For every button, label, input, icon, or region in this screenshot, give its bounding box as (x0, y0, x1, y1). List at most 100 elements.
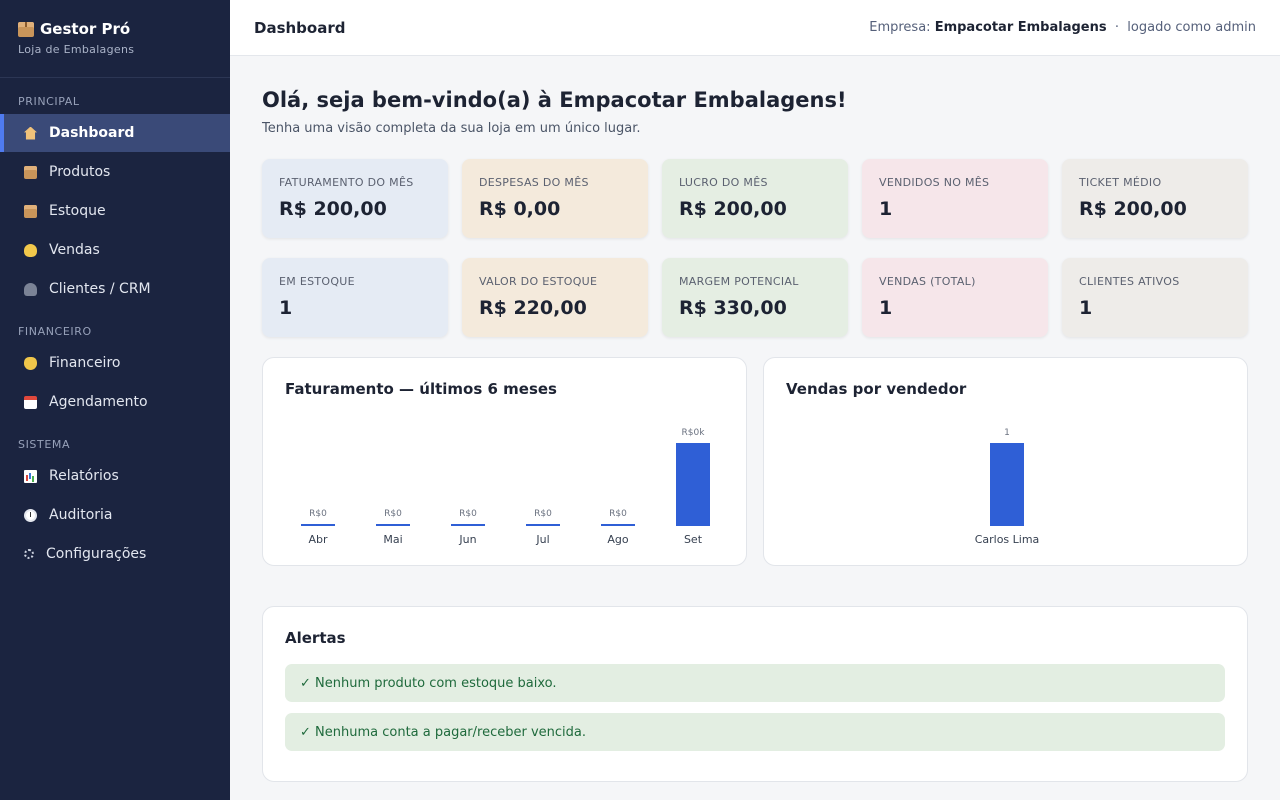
bar-abr (301, 524, 335, 526)
sidebar-item-produtos[interactable]: Produtos (0, 153, 230, 191)
kpi-value: R$ 200,00 (679, 198, 787, 220)
brand: Gestor Pró Loja de Embalagens (0, 0, 230, 78)
chart-title: Vendas por vendedor (786, 380, 967, 398)
clock-icon (24, 508, 37, 522)
chart-title: Faturamento — últimos 6 meses (285, 380, 557, 398)
company-name: Empacotar Embalagens (934, 20, 1107, 35)
section-principal: PRINCIPAL (18, 95, 80, 108)
revenue-chart: R$0 Abr R$0 Mai R$0 Jun R$0 Jul R$0 Ago R$0k Set (301, 428, 710, 546)
kpi-label: FATURAMENTO DO MÊS (279, 176, 414, 189)
box-icon (18, 21, 34, 37)
logged-user: logado como admin (1127, 20, 1256, 35)
alerts-title: Alertas (285, 629, 346, 647)
sidebar-item-estoque[interactable]: Estoque (0, 192, 230, 230)
kpi-value: R$ 220,00 (479, 297, 587, 319)
kpi-card-margem: MARGEM POTENCIAL R$ 330,00 (662, 258, 848, 337)
kpi-label: CLIENTES ATIVOS (1079, 275, 1180, 288)
welcome-title: Olá, seja bem-vindo(a) à Empacotar Embal… (262, 88, 847, 112)
sidebar-item-auditoria[interactable]: Auditoria (0, 496, 230, 534)
bar-carlos-lima (990, 443, 1024, 526)
kpi-label: TICKET MÉDIO (1079, 176, 1162, 189)
kpi-value: R$ 200,00 (1079, 198, 1187, 220)
kpi-value: 1 (879, 198, 893, 220)
sidebar-item-financeiro[interactable]: Financeiro (0, 344, 230, 382)
kpi-label: VENDIDOS NO MÊS (879, 176, 990, 189)
sidebar-item-relatorios[interactable]: Relatórios (0, 457, 230, 495)
data-label: R$0k (682, 428, 706, 438)
kpi-card-ticket: TICKET MÉDIO R$ 200,00 (1062, 159, 1248, 238)
x-tick-label: Carlos Lima (975, 533, 1040, 546)
kpi-value: R$ 200,00 (279, 198, 387, 220)
revenue-chart-panel: Faturamento — últimos 6 meses R$0 Abr R$0 M… (262, 357, 747, 566)
welcome-subtitle: Tenha uma visão completa da sua loja em … (262, 121, 641, 136)
data-label: R$0 (534, 509, 552, 519)
sidebar-item-label: Agendamento (49, 394, 148, 410)
sidebar-item-agendamento[interactable]: Agendamento (0, 383, 230, 421)
section-sistema: SISTEMA (18, 438, 71, 451)
money-bag-icon (24, 356, 37, 370)
kpi-value: R$ 0,00 (479, 198, 561, 220)
kpi-label: LUCRO DO MÊS (679, 176, 768, 189)
data-label: R$0 (459, 509, 477, 519)
data-label: 1 (1004, 428, 1010, 438)
kpi-card-vendas-total: VENDAS (TOTAL) 1 (862, 258, 1048, 337)
x-tick-label: Jul (535, 533, 549, 546)
handshake-icon (24, 243, 37, 257)
x-tick-label: Ago (607, 533, 629, 546)
section-financeiro: FINANCEIRO (18, 325, 92, 338)
x-tick-label: Abr (308, 533, 328, 546)
sidebar-item-label: Auditoria (49, 507, 113, 523)
data-label: R$0 (384, 509, 402, 519)
header-info: Empresa: Empacotar Embalagens · logado c… (869, 20, 1256, 35)
sidebar-item-label: Estoque (49, 203, 106, 219)
calendar-icon (24, 395, 37, 409)
x-tick-label: Mai (383, 533, 402, 546)
alert-low-stock: ✓ Nenhum produto com estoque baixo. (285, 664, 1225, 702)
brand-title-row: Gestor Pró (18, 20, 212, 38)
app-name: Gestor Pró (40, 20, 131, 38)
sidebar-item-label: Relatórios (49, 468, 119, 484)
kpi-label: DESPESAS DO MÊS (479, 176, 589, 189)
alert-overdue-bills: ✓ Nenhuma conta a pagar/receber vencida. (285, 713, 1225, 751)
sidebar-item-configuracoes[interactable]: Configurações (0, 535, 230, 573)
kpi-card-vendidos: VENDIDOS NO MÊS 1 (862, 159, 1048, 238)
bar-jun (451, 524, 485, 526)
data-label: R$0 (609, 509, 627, 519)
bar-set (676, 443, 710, 526)
sidebar-item-label: Financeiro (49, 355, 121, 371)
app-subtitle: Loja de Embalagens (18, 43, 135, 56)
kpi-card-valor-estoque: VALOR DO ESTOQUE R$ 220,00 (462, 258, 648, 337)
sidebar: Gestor Pró Loja de Embalagens PRINCIPAL … (0, 0, 230, 800)
sidebar-item-clientes[interactable]: Clientes / CRM (0, 270, 230, 308)
bar-mai (376, 524, 410, 526)
page-title: Dashboard (254, 18, 346, 37)
kpi-value: 1 (1079, 297, 1093, 319)
bar-ago (601, 524, 635, 526)
sidebar-item-vendas[interactable]: Vendas (0, 231, 230, 269)
kpi-value: 1 (279, 297, 293, 319)
sales-by-seller-panel: Vendas por vendedor 1 Carlos Lima (763, 357, 1248, 566)
kpi-label: EM ESTOQUE (279, 275, 355, 288)
kpi-card-clientes: CLIENTES ATIVOS 1 (1062, 258, 1248, 337)
bar-chart-icon (24, 469, 37, 483)
kpi-value: 1 (879, 297, 893, 319)
people-icon (24, 282, 37, 296)
sidebar-item-label: Vendas (49, 242, 100, 258)
sidebar-item-label: Configurações (46, 546, 147, 562)
alerts-panel: Alertas ✓ Nenhum produto com estoque bai… (262, 606, 1248, 782)
x-tick-label: Jun (458, 533, 476, 546)
kpi-label: VENDAS (TOTAL) (879, 275, 976, 288)
sales-by-seller-chart: 1 Carlos Lima (975, 428, 1040, 546)
kpi-label: MARGEM POTENCIAL (679, 275, 799, 288)
sidebar-item-dashboard[interactable]: Dashboard (0, 114, 230, 152)
sidebar-item-label: Clientes / CRM (49, 281, 151, 297)
top-header: Dashboard Empresa: Empacotar Embalagens … (230, 0, 1280, 56)
kpi-value: R$ 330,00 (679, 297, 787, 319)
header-separator: · (1114, 20, 1120, 35)
kpi-card-faturamento: FATURAMENTO DO MÊS R$ 200,00 (262, 159, 448, 238)
kpi-card-lucro: LUCRO DO MÊS R$ 200,00 (662, 159, 848, 238)
sidebar-item-label: Dashboard (49, 125, 135, 141)
kpi-label: VALOR DO ESTOQUE (479, 275, 598, 288)
kpi-card-despesas: DESPESAS DO MÊS R$ 0,00 (462, 159, 648, 238)
home-icon (24, 126, 37, 140)
